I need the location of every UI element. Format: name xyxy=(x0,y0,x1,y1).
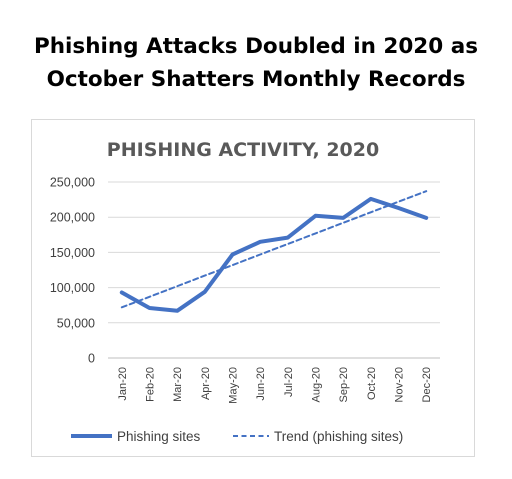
x-tick-label: Aug-20 xyxy=(311,367,323,402)
x-tick-label: Jul-20 xyxy=(283,367,295,397)
legend-item-phishing-sites-label: Phishing sites xyxy=(117,429,201,444)
x-tick-label: Oct-20 xyxy=(366,367,378,400)
x-tick-label: Jun-20 xyxy=(255,367,267,401)
y-tick-label: 200,000 xyxy=(50,211,95,225)
y-tick-label: 150,000 xyxy=(50,246,95,260)
y-tick-label: 100,000 xyxy=(50,281,95,295)
x-tick-label: Mar-20 xyxy=(172,367,184,402)
x-tick-label: Jan-20 xyxy=(117,367,129,401)
y-axis-ticks: 0 50,000 100,000 150,000 200,000 250,000 xyxy=(50,176,95,366)
legend-item-trend-label: Trend (phishing sites) xyxy=(274,429,403,444)
headline-line-2: October Shatters Monthly Records xyxy=(46,67,466,92)
series-lines xyxy=(119,190,429,313)
headline-line-1: Phishing Attacks Doubled in 2020 as xyxy=(33,34,479,59)
x-tick-label: Nov-20 xyxy=(394,367,406,402)
y-tick-label: 250,000 xyxy=(50,176,95,190)
gridlines xyxy=(108,181,440,359)
chart-title: PHISHING ACTIVITY, 2020 xyxy=(107,139,379,161)
trend-line xyxy=(120,190,428,309)
x-tick-label: Feb-20 xyxy=(145,367,157,402)
legend: Phishing sites Trend (phishing sites) xyxy=(71,429,403,444)
headline: Phishing Attacks Doubled in 2020 as Octo… xyxy=(0,30,512,96)
phishing-sites-line xyxy=(119,196,429,313)
y-tick-label: 0 xyxy=(88,352,95,366)
x-tick-label: Apr-20 xyxy=(200,367,212,400)
x-tick-label: Dec-20 xyxy=(421,367,433,402)
x-axis-ticks: Jan-20 Feb-20 Mar-20 Apr-20 May-20 Jun-20 Jul-… xyxy=(117,367,433,404)
x-tick-label: Sep-20 xyxy=(338,367,350,402)
y-tick-label: 50,000 xyxy=(57,316,95,330)
x-tick-label: May-20 xyxy=(228,367,240,404)
